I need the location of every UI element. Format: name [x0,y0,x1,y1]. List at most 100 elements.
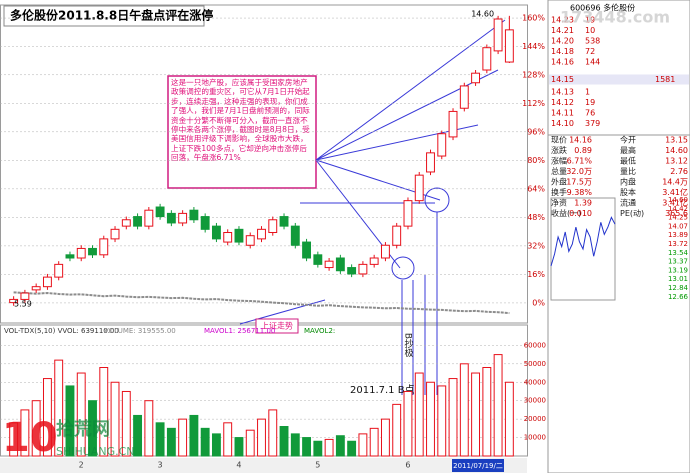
chart-title: 多伦股份2011.8.8日午盘点评在涨停 [10,8,213,23]
volume-bar [211,433,221,457]
volume-tick-label: 40000 [524,378,546,386]
y-tick-label: 48% [527,213,545,222]
volume-bar [76,372,86,457]
stat: 收益(一) [551,208,581,218]
index-line [13,291,510,315]
candle-body [369,257,379,265]
stat: 最高 [620,145,636,155]
candle-body [133,216,143,227]
volume-bar [121,390,131,457]
candle-body [20,292,30,300]
book-price: 14.11 [551,109,574,118]
ladder-label: 14.07 [668,222,688,230]
stat: 0.010 [569,209,592,218]
stat: 现价 [551,136,567,145]
volume-bar [110,381,120,457]
book-price: 14.18 [551,47,574,56]
volume-bar [178,418,188,457]
volume-bar [369,427,379,457]
stat: 换手 [551,187,567,197]
volume-header: VOL-TDX(5,10) VVOL: 639110.00 [4,327,119,335]
stat: 今开 [620,135,636,145]
book-highlight [549,74,689,85]
volume-bar [471,372,481,457]
volume-bar [144,400,154,457]
candle-body [31,286,41,291]
b-point-label: 2011.7.1 B点 [350,384,415,396]
side-content: 600696 多伦股份 14.23 19 14.21 10 14.20 538 14.18 72… [548,3,690,301]
book-volume: 72 [585,47,595,56]
book-volume: 144 [585,58,600,67]
stat: 365.6 [665,209,688,218]
stat: 涨跌 [551,145,567,155]
book-price: 14.16 [551,58,574,67]
volume-bar [88,400,97,457]
volume-bar [31,400,41,457]
stat: PE(动) [620,208,644,218]
book-volume: 10 [585,26,595,35]
index-label: 上证走势 [261,321,293,331]
candle-body [99,238,109,256]
candle-body [155,206,165,218]
candle-body [324,260,334,269]
stat: 9.38% [567,188,593,197]
y-tick-label: 112% [522,99,545,108]
ladder-label: 13.01 [668,275,688,283]
ladder-label: 13.72 [668,240,688,248]
watermark: 173448.com [560,8,670,27]
volume-bar [268,409,278,457]
stat: 14.16 [569,136,592,145]
candle-body [482,47,492,71]
y-tick-label: 64% [527,184,545,193]
volume-bar [482,367,492,457]
ladder-label: 13.37 [668,258,688,266]
volume-bar [392,403,402,457]
volume-bar [189,414,199,457]
candle-body [448,110,458,138]
x-tick-label: 6 [405,461,410,470]
volume-bar [358,433,368,457]
book-price: 14.12 [551,98,574,107]
candle-body [392,225,402,246]
volume-tick-label: 60000 [524,341,546,349]
stat: 1.39 [574,199,592,208]
book-volume: 19 [585,16,595,25]
volume-bar [302,437,312,457]
candle-body [110,228,120,240]
ladder-label: 12.66 [668,293,689,301]
volume-bar [324,438,334,457]
volume-bar [65,385,75,457]
ladder-label: 14.25 [668,214,688,222]
stat: 股本 [620,187,636,197]
stat: 内盘 [620,177,636,187]
book-volume: 1581 [655,75,675,84]
candle-body [414,174,424,202]
volume-bar [223,422,233,457]
watermark: SHIHUANG.CN [56,445,135,458]
candle-body [65,254,75,259]
book-price: 14.23 [551,16,574,25]
volume-bar [335,435,345,457]
stat: 总量 [551,166,567,176]
y-tick-label: 96% [527,127,545,136]
stat: 最低 [620,156,636,166]
watermark: 拾荒网 [56,418,110,440]
candle-body [437,133,447,157]
candle-body [290,225,300,246]
index-label-box [255,318,299,334]
volume-tick-label: 30000 [524,397,546,405]
x-tick-label: 2 [79,461,84,470]
stat: 13.15 [665,136,688,145]
volume-bar [504,381,514,457]
candle-body [403,200,413,227]
candle-body [178,212,188,224]
min-label: 5.59 [14,300,32,309]
candle-body [200,216,210,230]
y-tick-label: 128% [522,70,545,79]
candle-body [504,29,514,63]
volume-bar [155,422,165,457]
ladder-label: 13.89 [668,231,688,239]
stat: 涨幅 [551,156,567,166]
candle-body [380,244,390,259]
candle-body [279,216,289,227]
